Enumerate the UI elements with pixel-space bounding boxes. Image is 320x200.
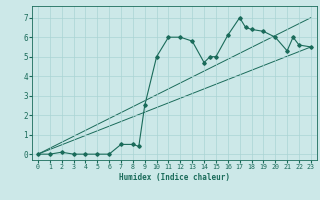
X-axis label: Humidex (Indice chaleur): Humidex (Indice chaleur) [119, 173, 230, 182]
